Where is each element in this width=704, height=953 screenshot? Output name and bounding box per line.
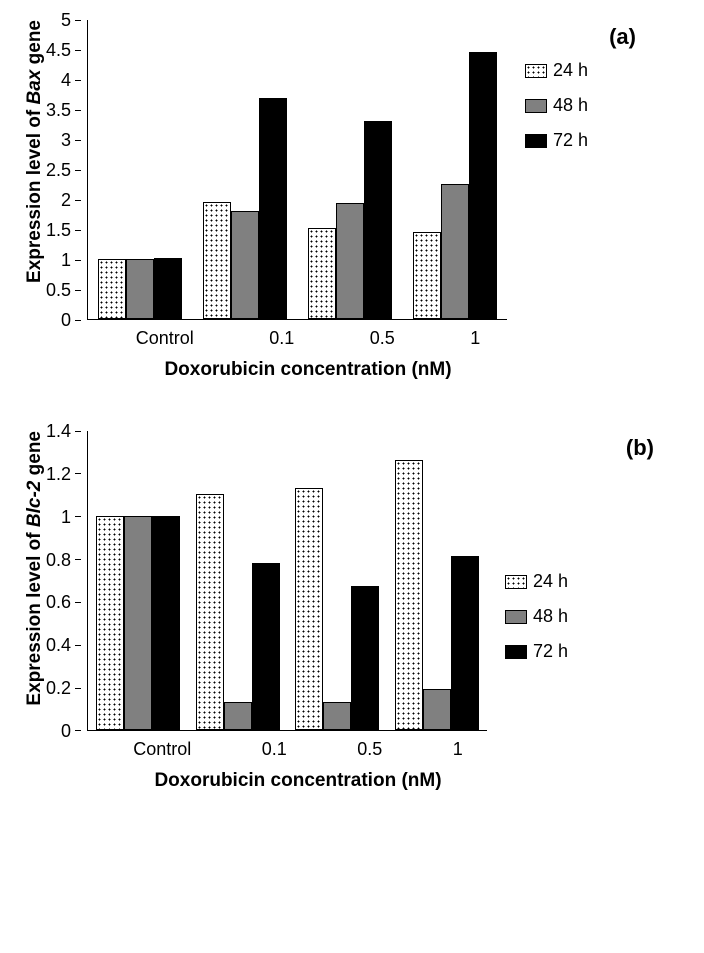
legend-label: 72 h [533,641,568,662]
bar-group [196,494,280,730]
x-label: 1 [453,739,463,760]
bar-group [308,121,392,319]
bar [98,259,126,319]
legend-item: 48 h [505,606,568,627]
legend-label: 48 h [533,606,568,627]
bar-group [96,516,180,730]
legend-label: 24 h [553,60,588,81]
bar [469,52,497,319]
chart-a-x-labels: Control 0.1 0.5 1 [98,328,518,349]
bar-group [98,258,182,319]
bar [336,203,364,319]
legend-swatch [505,575,527,589]
bar [323,702,351,730]
panel-label-a: (a) [609,24,636,50]
chart-b-y-axis: 1.41.210.80.60.40.20 [46,431,87,731]
legend-item: 48 h [525,95,588,116]
chart-a-legend: 24 h 48 h 72 h [525,60,588,151]
chart-b-x-labels: Control 0.1 0.5 1 [98,739,498,760]
bar [231,211,259,319]
x-label: Control [133,739,191,760]
legend-label: 48 h [553,95,588,116]
legend-item: 24 h [525,60,588,81]
chart-a-y-title-pre: Expression level of [24,104,45,282]
chart-b-area: Expression level of Blc-2 gene 1.41.210.… [20,431,684,731]
legend-swatch [505,645,527,659]
bar-group [395,460,479,730]
bar [124,516,152,730]
chart-b: (b) Expression level of Blc-2 gene 1.41.… [20,431,684,792]
bar-group [295,488,379,730]
bar [126,259,154,319]
bar [203,202,231,319]
x-label: 0.5 [370,328,395,349]
panel-label-b: (b) [626,435,654,461]
bar-group [413,52,497,319]
legend-swatch [525,99,547,113]
bar [441,184,469,319]
bar [364,121,392,319]
x-label: 0.5 [357,739,382,760]
chart-a-area: Expression level of Bax gene 54.543.532.… [20,20,684,320]
x-label: 0.1 [262,739,287,760]
legend-swatch [525,134,547,148]
x-label: Control [136,328,194,349]
bar [259,98,287,319]
chart-b-y-title-pre: Expression level of [24,527,45,705]
bar [152,516,180,730]
x-label: 0.1 [269,328,294,349]
chart-a-y-title-post: gene [24,20,45,70]
chart-a-y-title: Expression level of Bax gene [20,20,46,283]
chart-a: (a) Expression level of Bax gene 54.543.… [20,20,684,381]
legend-item: 72 h [525,130,588,151]
chart-b-x-title: Doxorubicin concentration (nM) [98,770,498,792]
legend-item: 72 h [505,641,568,662]
bar [154,258,182,319]
chart-a-plot [87,20,507,320]
chart-b-y-title-post: gene [24,431,45,481]
bar [252,563,280,730]
chart-b-plot [87,431,487,731]
x-label: 1 [470,328,480,349]
legend-swatch [505,610,527,624]
bar [451,556,479,730]
chart-a-x-title: Doxorubicin concentration (nM) [98,359,518,381]
bar [196,494,224,730]
legend-label: 24 h [533,571,568,592]
bar-group [203,98,287,319]
bar [351,586,379,730]
legend-item: 24 h [505,571,568,592]
bar [413,232,441,319]
bar [96,516,124,730]
chart-b-y-title-italic: Blc-2 [24,481,45,527]
bar [308,228,336,319]
chart-b-legend: 24 h 48 h 72 h [505,571,568,662]
chart-a-y-title-italic: Bax [24,70,45,105]
bar [395,460,423,730]
bar [423,689,451,730]
bar [224,702,252,730]
legend-swatch [525,64,547,78]
bar [295,488,323,730]
chart-b-y-title: Expression level of Blc-2 gene [20,431,46,706]
legend-label: 72 h [553,130,588,151]
chart-a-y-axis: 54.543.532.521.510.50 [46,20,87,320]
